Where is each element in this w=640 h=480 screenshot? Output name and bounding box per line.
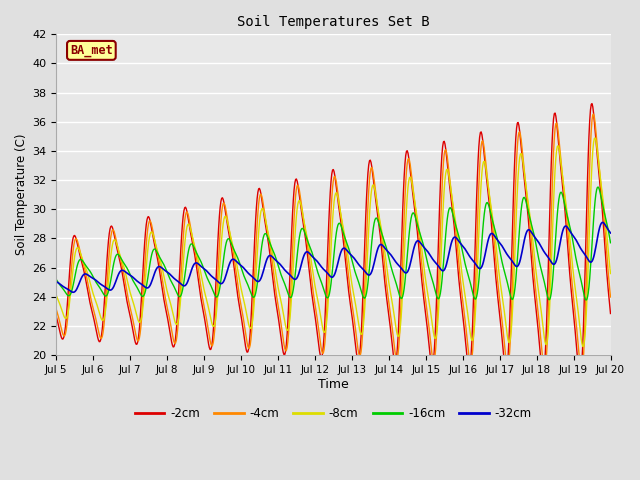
-32cm [599,219,607,225]
-16cm [607,240,614,246]
Line: -32cm: -32cm [56,222,611,292]
-32cm [69,289,77,295]
-32cm [52,279,60,285]
-4cm [433,317,441,323]
-16cm [595,184,602,190]
-16cm [433,295,441,300]
-2cm [576,373,584,379]
X-axis label: Time: Time [318,377,349,391]
-16cm [379,233,387,239]
-4cm [607,294,614,300]
-8cm [379,233,387,239]
-32cm [607,230,614,236]
-32cm [198,264,206,270]
-16cm [174,292,182,298]
-2cm [607,311,614,316]
-4cm [174,325,182,331]
-16cm [582,297,589,303]
-32cm [434,263,442,268]
-8cm [198,275,205,281]
Y-axis label: Soil Temperature (C): Soil Temperature (C) [15,134,28,255]
Line: -16cm: -16cm [56,187,611,300]
Text: BA_met: BA_met [70,44,113,57]
-2cm [198,300,205,306]
Title: Soil Temperatures Set B: Soil Temperatures Set B [237,15,429,29]
Legend: -2cm, -4cm, -8cm, -16cm, -32cm: -2cm, -4cm, -8cm, -16cm, -32cm [130,403,537,425]
-8cm [591,135,599,141]
-32cm [326,273,333,278]
-8cm [433,325,441,331]
-2cm [379,256,387,262]
-4cm [577,368,585,373]
Line: -2cm: -2cm [56,104,611,376]
Line: -8cm: -8cm [56,138,611,347]
-8cm [325,290,333,296]
-2cm [52,313,60,319]
-8cm [556,150,564,156]
-4cm [379,243,387,249]
-4cm [52,306,60,312]
-16cm [325,293,333,299]
-32cm [557,238,564,244]
-8cm [174,320,182,325]
-2cm [174,305,182,311]
-2cm [433,276,441,282]
-2cm [325,222,333,228]
-16cm [556,192,564,198]
-4cm [556,144,564,150]
-4cm [325,263,333,269]
-2cm [588,101,596,107]
Line: -4cm: -4cm [56,114,611,371]
-16cm [198,261,205,266]
-8cm [607,271,614,276]
-8cm [579,344,587,349]
-4cm [589,111,597,117]
-32cm [380,243,387,249]
-8cm [52,292,60,298]
-32cm [175,279,182,285]
-16cm [52,276,60,282]
-4cm [198,290,205,296]
-2cm [556,153,564,159]
